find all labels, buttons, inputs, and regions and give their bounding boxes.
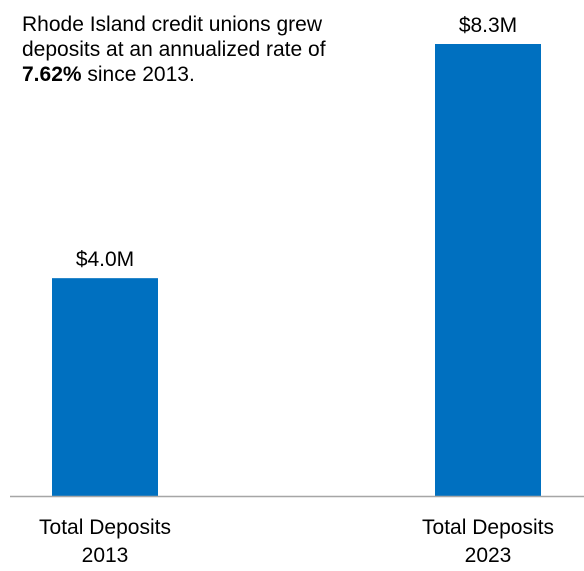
data-label-1: $8.3M: [459, 14, 517, 37]
x-tick-label-group: Total Deposits 2013 Total Deposits 2023: [39, 516, 554, 567]
x-tick-label-0: Total Deposits 2013: [39, 516, 171, 567]
x-tick-label-1: Total Deposits 2023: [422, 516, 554, 567]
bar-1: [435, 44, 541, 496]
data-label-0: $4.0M: [76, 248, 134, 271]
bar-0: [52, 278, 158, 496]
